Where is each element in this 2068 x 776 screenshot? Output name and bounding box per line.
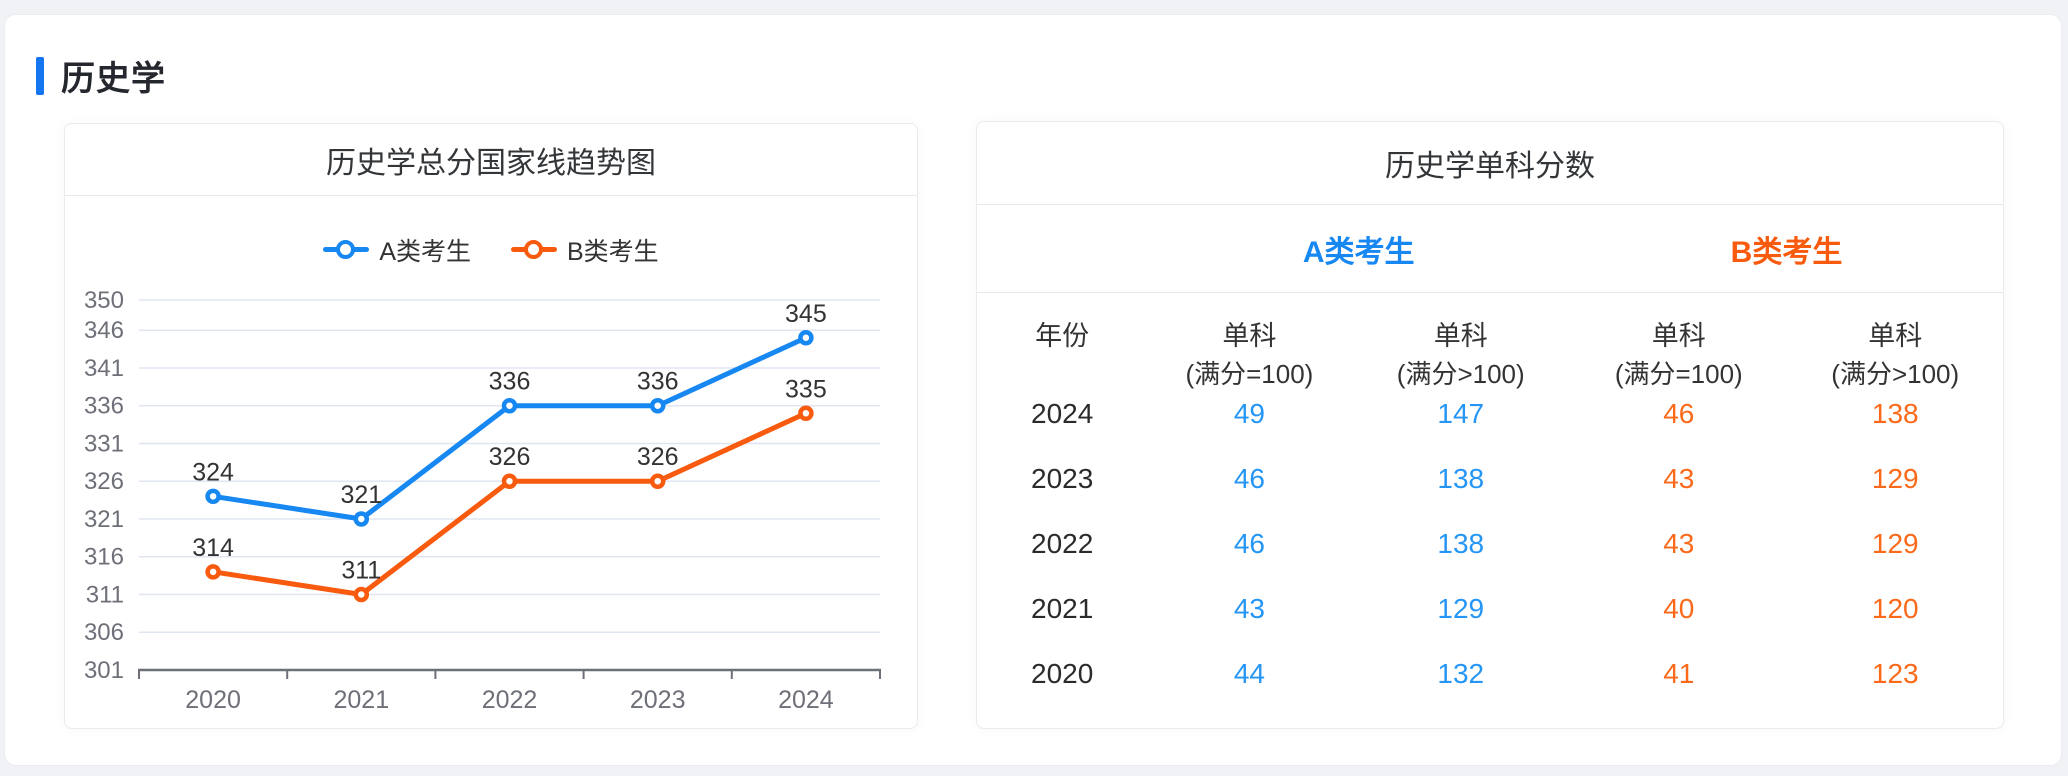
table-row: 2022 46 138 43 129 <box>977 511 2003 576</box>
a-score-cell: 138 <box>1437 462 1485 494</box>
column-header-subject-4: 单科 (满分>100) <box>1831 321 1960 389</box>
svg-text:314: 314 <box>192 534 234 562</box>
table-row: 2021 43 129 40 120 <box>977 576 2003 641</box>
a-score-cell: 138 <box>1437 527 1485 559</box>
svg-text:336: 336 <box>84 393 124 420</box>
chart-title: 历史学总分国家线趋势图 <box>326 146 656 180</box>
svg-text:306: 306 <box>84 619 124 646</box>
svg-text:326: 326 <box>84 468 124 495</box>
table-title-row: 历史学单科分数 <box>977 122 2003 205</box>
trend-chart-card: 历史学总分国家线趋势图 A类考生 B类考生 301 306 311 316 321 326 3… <box>64 123 918 729</box>
b-score-cell: 120 <box>1871 592 1919 624</box>
a-score-cell: 44 <box>1233 657 1265 689</box>
year-cell: 2021 <box>1031 592 1094 624</box>
chart-legend: A类考生 B类考生 <box>65 232 917 268</box>
svg-text:2023: 2023 <box>630 686 686 714</box>
b-score-cell: 46 <box>1663 397 1695 429</box>
svg-text:345: 345 <box>785 300 827 328</box>
svg-text:301: 301 <box>84 657 124 684</box>
svg-text:350: 350 <box>84 287 124 314</box>
svg-text:336: 336 <box>489 368 531 396</box>
svg-text:326: 326 <box>637 443 679 471</box>
group-header-b: B类考生 <box>1730 235 1843 269</box>
svg-text:336: 336 <box>637 368 679 396</box>
a-score-cell: 147 <box>1437 397 1485 429</box>
legend-item-b[interactable]: B类考生 <box>511 232 659 268</box>
b-score-cell: 123 <box>1871 657 1919 689</box>
legend-line-circle-icon <box>511 239 557 261</box>
main-panel: 历史学 历史学总分国家线趋势图 A类考生 B类考生 301 306 311 316 321… <box>4 14 2062 766</box>
svg-text:324: 324 <box>192 458 234 486</box>
svg-text:2024: 2024 <box>778 686 834 714</box>
a-score-cell: 129 <box>1437 592 1485 624</box>
svg-text:326: 326 <box>489 443 531 471</box>
chart-body: A类考生 B类考生 301 306 311 316 321 326 331 336 341 346 3… <box>65 196 917 727</box>
year-cell: 2024 <box>1031 397 1094 429</box>
b-score-cell: 43 <box>1663 462 1695 494</box>
column-header-year: 年份 <box>1035 321 1090 351</box>
svg-text:321: 321 <box>340 481 382 509</box>
column-header-subject-2: 单科 (满分>100) <box>1396 321 1525 389</box>
accent-bar <box>36 56 44 95</box>
svg-text:311: 311 <box>86 581 124 608</box>
legend-line-circle-icon <box>323 239 370 261</box>
column-header-subject-1: 单科 (满分=100) <box>1185 321 1314 389</box>
svg-text:335: 335 <box>785 375 827 403</box>
svg-text:321: 321 <box>84 506 124 533</box>
table-row: 2020 44 132 41 123 <box>977 641 2003 706</box>
svg-text:341: 341 <box>84 355 124 382</box>
chart-title-row: 历史学总分国家线趋势图 <box>65 124 917 196</box>
trend-chart-svg: 301 306 311 316 321 326 331 336 341 346 350 2020 202… <box>84 287 881 714</box>
legend-label: B类考生 <box>567 238 659 266</box>
year-cell: 2023 <box>1031 462 1094 494</box>
svg-text:316: 316 <box>84 544 124 571</box>
year-cell: 2022 <box>1031 527 1094 559</box>
svg-text:311: 311 <box>341 556 381 584</box>
section-header: 历史学 <box>36 51 166 100</box>
table-body: 2024 49 147 46 138 2023 46 138 43 129 2022 46 138 43 1… <box>977 381 2003 706</box>
b-score-cell: 43 <box>1663 527 1695 559</box>
legend-label: A类考生 <box>379 238 471 266</box>
b-score-cell: 41 <box>1663 657 1695 689</box>
a-score-cell: 46 <box>1233 527 1265 559</box>
a-score-cell: 49 <box>1233 397 1265 429</box>
year-cell: 2020 <box>1031 657 1094 689</box>
subject-score-table-card: 历史学单科分数 A类考生 B类考生 年份 单科 (满分=100) 单科 (满分>100)… <box>976 121 2004 729</box>
table-row: 2023 46 138 43 129 <box>977 446 2003 511</box>
svg-text:346: 346 <box>84 317 124 344</box>
page-title: 历史学 <box>61 60 166 98</box>
svg-text:2021: 2021 <box>333 686 389 714</box>
svg-text:2020: 2020 <box>185 686 241 714</box>
svg-text:2022: 2022 <box>482 686 538 714</box>
a-score-cell: 43 <box>1233 592 1265 624</box>
table-title: 历史学单科分数 <box>1385 150 1595 183</box>
svg-text:331: 331 <box>84 430 124 457</box>
a-score-cell: 132 <box>1437 657 1485 689</box>
b-score-cell: 138 <box>1871 397 1919 429</box>
b-score-cell: 129 <box>1871 527 1919 559</box>
column-header-subject-3: 单科 (满分=100) <box>1614 321 1743 389</box>
b-score-cell: 40 <box>1663 592 1695 624</box>
a-score-cell: 46 <box>1233 462 1265 494</box>
b-score-cell: 129 <box>1871 462 1919 494</box>
group-header-a: A类考生 <box>1302 235 1415 269</box>
table-subheader-row: 年份 单科 (满分=100) 单科 (满分>100) 单科 (满分=100) 单科 (满分>10… <box>977 293 2003 389</box>
legend-item-a[interactable]: A类考生 <box>323 232 471 268</box>
table-row: 2024 49 147 46 138 <box>977 381 2003 446</box>
table-group-header-row: A类考生 B类考生 <box>977 205 2003 293</box>
